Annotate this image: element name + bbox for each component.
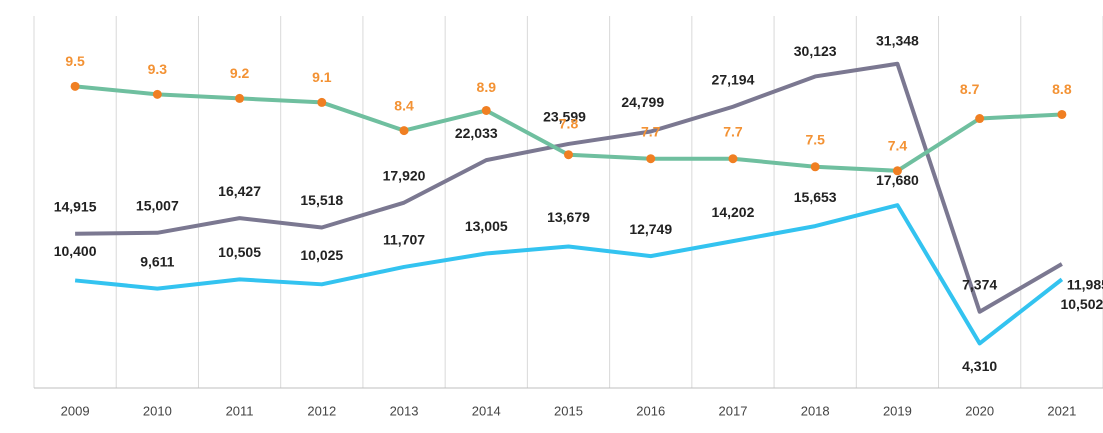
marker — [564, 150, 573, 160]
data-label: 8.7 — [960, 81, 980, 97]
data-label: 9.1 — [312, 69, 332, 85]
x-tick-label: 2017 — [719, 403, 748, 418]
x-tick-label: 2018 — [801, 403, 830, 418]
data-label: 10,025 — [300, 247, 343, 263]
marker — [975, 114, 985, 124]
data-label: 7.8 — [559, 115, 579, 131]
data-label: 16,427 — [218, 183, 261, 199]
data-label: 8.9 — [477, 79, 497, 95]
marker — [810, 162, 820, 172]
data-label: 10,505 — [218, 244, 261, 260]
data-label: 15,007 — [136, 197, 179, 213]
data-label: 9.3 — [148, 61, 168, 77]
marker — [728, 154, 738, 164]
data-label: 11,985 — [1067, 277, 1103, 293]
marker — [481, 105, 491, 115]
data-label: 14,202 — [712, 204, 755, 220]
x-tick-label: 2011 — [226, 403, 254, 418]
data-label: 7.7 — [723, 123, 743, 139]
data-label: 17,920 — [383, 167, 426, 183]
data-label: 27,194 — [712, 71, 755, 87]
series-line — [75, 61, 1063, 314]
x-tick-label: 2021 — [1047, 403, 1076, 418]
marker — [1057, 109, 1067, 119]
data-label: 22,033 — [455, 125, 498, 141]
data-label: 9.2 — [230, 65, 250, 81]
series-line — [74, 203, 1064, 346]
data-label: 7.4 — [888, 138, 908, 154]
x-tick-label: 2013 — [390, 403, 419, 418]
data-label: 7,374 — [962, 276, 997, 292]
data-label: 14,915 — [54, 198, 97, 214]
x-tick-label: 2012 — [307, 403, 336, 418]
data-label: 13,679 — [547, 209, 590, 225]
data-label: 15,653 — [794, 189, 837, 205]
data-label: 8.8 — [1052, 81, 1072, 97]
marker — [399, 126, 409, 136]
data-label: 7.7 — [641, 123, 661, 139]
x-tick-label: 2010 — [143, 403, 172, 418]
data-label: 9.5 — [65, 53, 85, 69]
data-label: 11,707 — [383, 232, 425, 248]
data-label: 4,310 — [962, 358, 997, 374]
marker — [235, 93, 245, 103]
data-label: 30,123 — [794, 43, 837, 59]
data-label: 17,680 — [876, 172, 919, 188]
marker — [646, 154, 656, 164]
data-label: 23,599 — [543, 109, 586, 125]
data-label: 7.5 — [805, 131, 825, 147]
data-label: 15,518 — [300, 192, 343, 208]
x-tick-label: 2020 — [965, 403, 994, 418]
data-label: 10,400 — [54, 243, 97, 259]
x-tick-label: 2009 — [61, 403, 90, 418]
data-label: 24,799 — [621, 94, 664, 110]
marker — [317, 97, 327, 107]
data-label: 12,749 — [629, 221, 672, 237]
marker — [152, 89, 162, 99]
x-tick-label: 2015 — [554, 403, 583, 418]
x-tick-label: 2019 — [883, 403, 912, 418]
data-label: 31,348 — [876, 32, 919, 48]
x-tick-label: 2016 — [636, 403, 665, 418]
data-label: 9,611 — [140, 253, 174, 269]
data-label: 13,005 — [465, 218, 508, 234]
marker — [892, 166, 902, 176]
marker — [70, 81, 80, 91]
x-tick-label: 2014 — [472, 403, 501, 418]
data-label: 10,502 — [1060, 296, 1103, 312]
data-label: 8.4 — [394, 97, 414, 113]
